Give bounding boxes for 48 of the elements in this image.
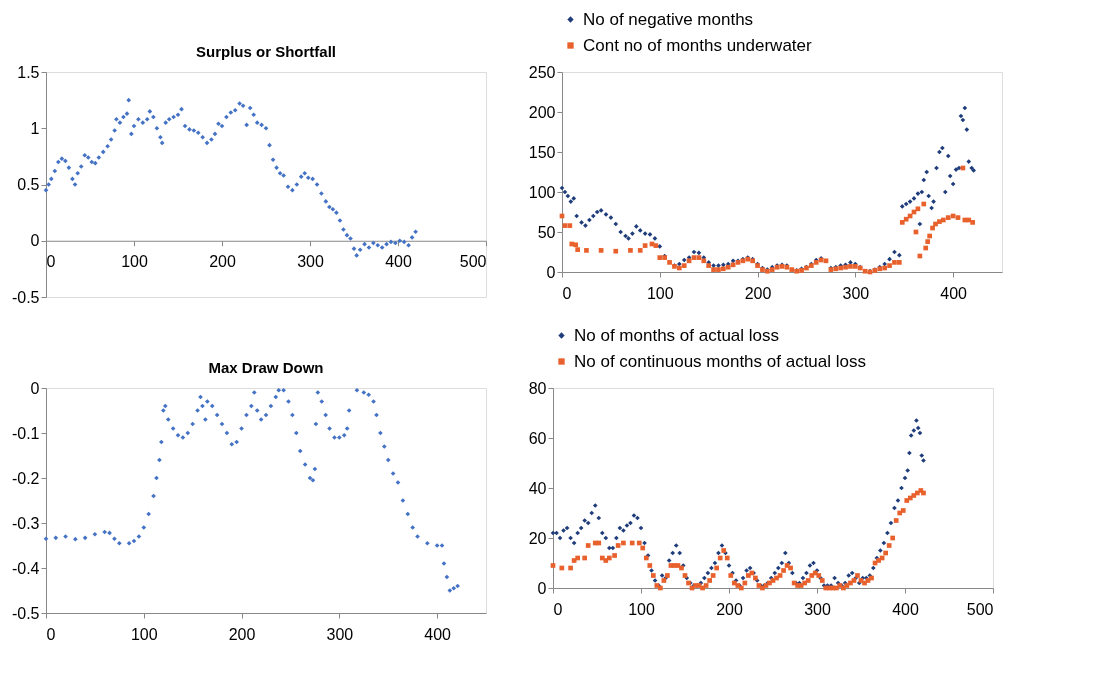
y-tick-label: 0	[537, 579, 547, 597]
y-tick-label: -0.5	[11, 604, 40, 622]
x-tick-label: 400	[892, 600, 919, 618]
chart-title: Surplus or Shortfall	[195, 43, 337, 60]
y-tick-label: 0	[30, 232, 40, 250]
y-tick-label: 40	[528, 479, 547, 497]
legend-label: No of continuous months of actual loss	[574, 351, 866, 371]
y-tick-label: 0	[30, 379, 40, 397]
x-tick-label: 100	[646, 284, 674, 302]
x-tick-label: 300	[804, 600, 831, 618]
x-tick-label: 0	[46, 625, 56, 643]
y-tick-label: -0.1	[11, 424, 40, 442]
y-tick-label: -0.5	[11, 288, 40, 306]
legend-label: Cont no of months underwater	[583, 35, 813, 55]
x-tick-label: 500	[459, 253, 487, 271]
y-tick-label: 250	[528, 63, 556, 81]
x-tick-label: 300	[297, 253, 324, 271]
x-tick-label: 100	[121, 253, 148, 271]
x-tick-label: 500	[966, 600, 994, 618]
x-tick-label: 300	[326, 625, 354, 643]
y-tick-label: 100	[528, 183, 556, 201]
x-tick-label: 400	[385, 253, 412, 271]
y-tick-label: -0.3	[11, 514, 40, 532]
x-tick-label: 100	[628, 600, 655, 618]
x-tick-label: 300	[842, 284, 870, 302]
y-tick-label: 0.5	[17, 176, 40, 193]
y-tick-label: 200	[528, 103, 556, 121]
legend-label: No of negative months	[583, 9, 754, 29]
chart-title: Max Draw Down	[208, 359, 324, 376]
x-tick-label: 400	[940, 284, 968, 302]
y-tick-label: 150	[528, 143, 556, 161]
y-tick-label: -0.2	[11, 469, 40, 487]
x-tick-label: 200	[228, 625, 256, 643]
y-tick-label: 50	[537, 223, 556, 241]
y-tick-label: 1.5	[17, 63, 40, 81]
y-tick-label: 1	[30, 119, 40, 137]
x-tick-label: 0	[562, 284, 572, 302]
x-tick-label: 200	[716, 600, 743, 618]
x-tick-label: 200	[209, 253, 236, 271]
y-tick-label: -0.4	[11, 559, 40, 577]
y-tick-label: 60	[528, 429, 547, 447]
x-tick-label: 200	[744, 284, 772, 302]
x-tick-label: 400	[424, 625, 452, 643]
x-tick-label: 0	[46, 253, 56, 271]
legend-label: No of months of actual loss	[574, 325, 780, 345]
x-tick-label: 100	[130, 625, 158, 643]
y-tick-label: 80	[528, 379, 547, 397]
y-tick-label: 20	[528, 529, 547, 547]
